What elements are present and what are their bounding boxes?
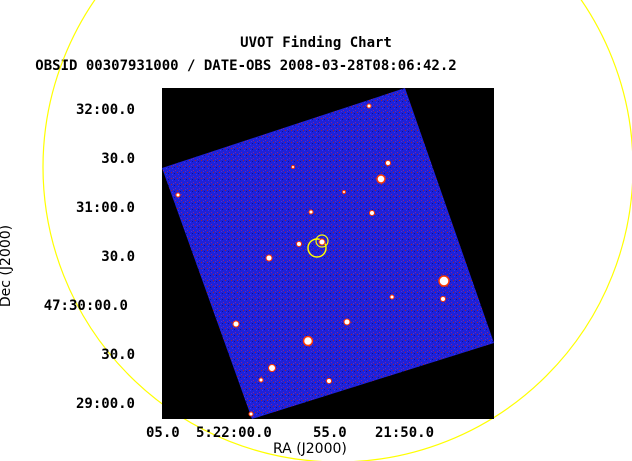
star (342, 190, 346, 194)
error-circle-large (307, 238, 327, 258)
star (366, 103, 372, 109)
x-tick-label: 21:50.0 (375, 425, 435, 441)
star (258, 377, 264, 383)
chart-title: UVOT Finding Chart (240, 35, 392, 51)
star (438, 275, 450, 287)
star (232, 320, 240, 328)
star (369, 210, 375, 216)
star (308, 209, 314, 215)
y-tick-label: 29:00.0 (75, 396, 135, 412)
image-frame (162, 88, 494, 419)
chart-subtitle: OBSID 00307931000 / DATE-OBS 2008-03-28T… (35, 58, 457, 74)
star (343, 318, 351, 326)
star (265, 254, 273, 262)
star (291, 165, 295, 169)
y-tick-label: 30.0 (101, 347, 135, 363)
star (385, 160, 391, 166)
error-circle-small (315, 234, 329, 248)
star (248, 411, 254, 417)
target-star (318, 238, 326, 246)
y-tick-label: 47:30:00.0 (43, 298, 128, 314)
stars (175, 103, 450, 417)
star (302, 335, 314, 347)
star (326, 378, 332, 384)
y-tick-label: 30.0 (101, 249, 135, 265)
y-tick-label: 31:00.0 (75, 200, 135, 216)
star (376, 174, 386, 184)
y-tick-label: 30.0 (101, 151, 135, 167)
x-tick-label: 05.0 (146, 425, 180, 441)
star (389, 294, 395, 300)
x-tick-label: 5:22:00.0 (196, 425, 272, 441)
x-axis-title: RA (J2000) (273, 441, 347, 457)
x-tick-label: 55.0 (313, 425, 347, 441)
exposure-field (162, 88, 494, 419)
star (175, 192, 181, 198)
star (440, 296, 446, 302)
axis-ticks (162, 109, 168, 405)
star (268, 364, 276, 372)
y-axis-title: Dec (J2000) (0, 224, 14, 308)
star (296, 241, 302, 247)
y-tick-label: 32:00.0 (75, 102, 135, 118)
